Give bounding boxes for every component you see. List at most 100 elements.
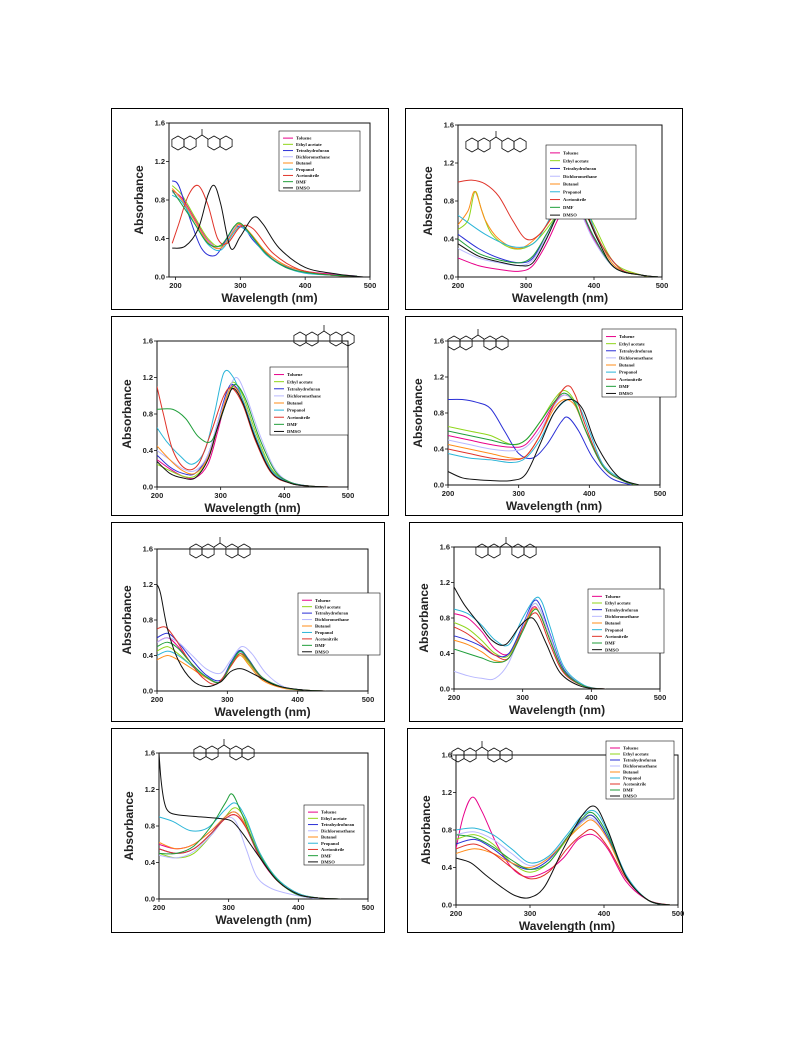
y-tick-label: 0.4 <box>143 651 154 660</box>
series-group <box>448 385 639 485</box>
legend-label: Tetrahydrofuran <box>315 611 349 616</box>
legend-label: Acetonitrile <box>296 173 319 178</box>
x-axis-title: Wavelength (nm) <box>506 499 602 513</box>
legend-label: Toluene <box>287 372 302 377</box>
legend-label: Dichloromethane <box>321 828 355 833</box>
legend-label: Propanol <box>321 841 340 846</box>
legend-label: Toluene <box>296 136 311 141</box>
x-tick-label: 500 <box>672 909 684 918</box>
legend-box <box>545 144 637 220</box>
y-axis-title: Absorbance <box>419 795 433 865</box>
legend-label: Dichloromethane <box>296 154 330 159</box>
x-tick-label: 200 <box>151 695 164 704</box>
x-tick-label: 200 <box>151 491 164 500</box>
molecule-structure-8 <box>451 741 513 763</box>
chart-svg-8: 200 300 400 500 0.0 0.4 0.8 1.2 1.6 Wavelength (n… <box>419 740 684 933</box>
series-line-propanol <box>171 194 358 277</box>
y-axis-title: Absorbance <box>132 165 146 235</box>
x-tick-label: 200 <box>448 693 461 702</box>
legend-label: Tetrahydrofuran <box>623 758 657 763</box>
legend-box <box>605 740 675 800</box>
legend-label: Ethyl acetate <box>315 604 341 609</box>
y-tick-label: 1.2 <box>143 580 153 589</box>
legend-label: Acetonitrile <box>321 847 344 852</box>
x-tick-label: 200 <box>153 903 166 912</box>
legend-label: Butanol <box>563 182 579 187</box>
series-line-acetonitrile <box>458 179 659 277</box>
legend-box <box>587 588 665 654</box>
chart-svg-3: 200 300 400 500 0.0 0.4 0.8 1.2 1.6 Wavelength (n… <box>120 325 355 515</box>
x-tick-label: 300 <box>221 695 234 704</box>
x-tick-label: 300 <box>524 909 537 918</box>
chart-svg-6: 200 300 400 500 0.0 0.4 0.8 1.2 1.6 Wavelength (n… <box>417 537 667 717</box>
x-tick-label: 300 <box>222 903 235 912</box>
legend-label: Ethyl acetate <box>623 752 649 757</box>
legend-label: Ethyl acetate <box>619 341 645 346</box>
y-tick-label: 0.4 <box>440 649 451 658</box>
series-line-acetonitrile <box>456 828 671 905</box>
y-tick-label: 1.6 <box>155 119 165 128</box>
legend-box <box>278 130 361 192</box>
legend-label: Butanol <box>287 401 303 406</box>
legend-label: Butanol <box>623 770 639 775</box>
y-tick-label: 0.0 <box>143 483 153 492</box>
x-tick-label: 500 <box>654 489 667 498</box>
series-group <box>157 584 326 691</box>
x-tick-label: 500 <box>342 491 355 500</box>
x-tick-label: 400 <box>299 281 312 290</box>
series-group <box>159 753 341 899</box>
legend-label: Toluene <box>563 150 578 155</box>
y-tick-label: 0.8 <box>442 826 452 835</box>
y-tick-label: 0.4 <box>434 445 445 454</box>
series-group <box>157 369 329 487</box>
legend-label: Dichloromethane <box>623 764 657 769</box>
series-line-dmso <box>454 586 606 689</box>
y-axis-title: Absorbance <box>120 585 134 655</box>
x-axis-title: Wavelength (nm) <box>215 913 311 927</box>
legend-label: Tetrahydrofuran <box>321 822 355 827</box>
y-tick-label: 0.8 <box>434 409 444 418</box>
legend-label: Acetonitrile <box>619 377 642 382</box>
y-axis-title: Absorbance <box>417 583 431 653</box>
y-axis-title: Absorbance <box>120 379 134 449</box>
x-tick-label: 400 <box>583 489 596 498</box>
legend-label: DMF <box>315 643 326 648</box>
y-tick-label: 0.8 <box>444 197 454 206</box>
legend-box <box>601 328 677 398</box>
chart-panel-6: 200 300 400 500 0.0 0.4 0.8 1.2 1.6 Wavelength (n… <box>409 522 683 722</box>
y-tick-label: 0.4 <box>444 235 455 244</box>
legend-label: Toluene <box>619 334 634 339</box>
legend-label: DMSO <box>287 429 301 434</box>
series-line-toluene <box>456 796 671 905</box>
y-tick-label: 0.4 <box>145 858 156 867</box>
x-tick-label: 200 <box>169 281 182 290</box>
molecule-structure-3 <box>293 325 355 347</box>
legend-label: Toluene <box>623 746 638 751</box>
x-tick-label: 400 <box>598 909 611 918</box>
y-axis-title: Absorbance <box>421 166 435 236</box>
series-line-dichloromethane <box>159 816 341 899</box>
molecule-structure-5 <box>189 537 251 559</box>
series-line-dmso <box>172 184 364 277</box>
y-tick-label: 0.0 <box>434 481 444 490</box>
x-axis-title: Wavelength (nm) <box>214 705 310 719</box>
legend-label: Toluene <box>605 594 620 599</box>
x-tick-label: 500 <box>654 693 667 702</box>
legend-label: Tetrahydrofuran <box>619 348 653 353</box>
legend-label: DMF <box>619 384 630 389</box>
series-line-dmf <box>454 608 606 689</box>
series-line-tetrahydrofuran <box>454 599 606 689</box>
legend-label: DMF <box>287 422 298 427</box>
series-line-dmf <box>159 793 341 899</box>
legend-label: DMF <box>321 853 332 858</box>
y-tick-label: 1.6 <box>442 751 452 760</box>
legend-label: Propanol <box>563 189 582 194</box>
y-tick-label: 1.2 <box>155 157 165 166</box>
legend-label: Tetrahydrofuran <box>605 607 639 612</box>
molecule-structure-7 <box>193 739 255 761</box>
y-tick-label: 0.4 <box>442 863 453 872</box>
y-tick-label: 1.2 <box>145 785 155 794</box>
y-axis-title: Absorbance <box>122 791 136 861</box>
y-tick-label: 0.0 <box>444 273 454 282</box>
x-tick-label: 400 <box>291 695 304 704</box>
